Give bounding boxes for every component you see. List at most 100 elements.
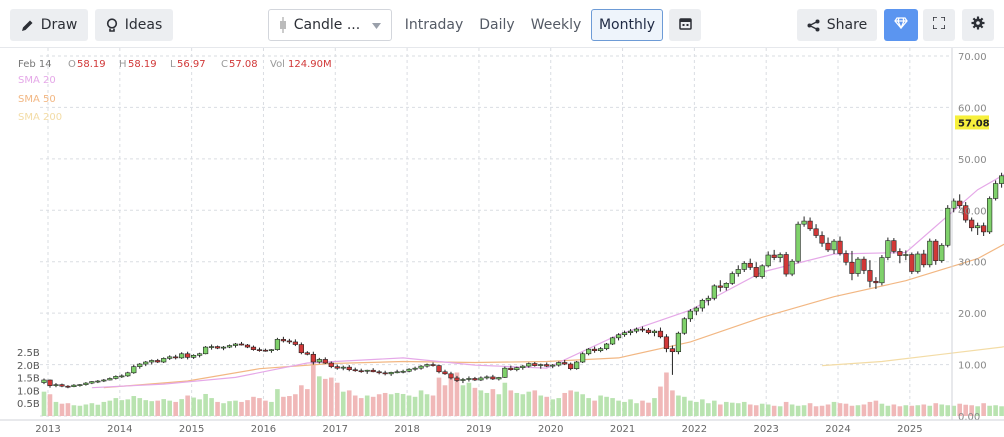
share-button[interactable]: Share bbox=[797, 9, 877, 41]
candle-up bbox=[651, 330, 658, 333]
candle-down bbox=[256, 349, 263, 351]
volume-bar bbox=[670, 390, 675, 416]
volume-bar bbox=[664, 372, 669, 416]
volume-bar bbox=[269, 401, 274, 416]
volume-bar bbox=[131, 396, 137, 416]
candle-up bbox=[502, 367, 508, 378]
candle-down bbox=[909, 254, 915, 272]
candle-up bbox=[496, 377, 502, 380]
volume-bar bbox=[47, 394, 53, 416]
volume-bar bbox=[317, 376, 322, 416]
price-chart[interactable]: 70.00 60.00 50.00 40.00 30.00 20.00 10.00 0.00 2… bbox=[0, 48, 1004, 435]
candle-up bbox=[993, 183, 999, 199]
volume-bar bbox=[933, 403, 939, 416]
volume-bar bbox=[550, 399, 556, 416]
candle-up bbox=[83, 382, 89, 385]
chart-type-dropdown[interactable]: Candle ... bbox=[268, 9, 392, 41]
range-daily[interactable]: Daily bbox=[474, 9, 520, 41]
candle-down bbox=[436, 365, 442, 373]
volume-bar bbox=[556, 398, 562, 416]
candle-up bbox=[514, 367, 520, 371]
draw-button-label: Draw bbox=[40, 17, 78, 33]
calendar-button[interactable] bbox=[669, 9, 701, 41]
candle-down bbox=[771, 254, 777, 258]
candle-up bbox=[520, 365, 526, 368]
volume-bar bbox=[855, 405, 861, 416]
ohlc-close: 57.08 bbox=[229, 59, 258, 70]
y-axis-tick-label: 30.00 bbox=[958, 258, 987, 269]
candle-down bbox=[783, 254, 789, 275]
candle-up bbox=[412, 367, 418, 370]
candle-down bbox=[65, 385, 71, 388]
range-intraday[interactable]: Intraday bbox=[398, 9, 470, 41]
candle-up bbox=[998, 175, 1004, 184]
volume-bar bbox=[400, 393, 406, 416]
volume-bar bbox=[867, 401, 873, 416]
volume-bar bbox=[610, 398, 615, 416]
volume-axis-label: 2.0B bbox=[17, 361, 40, 372]
chart-toolbar: Draw Ideas Candle ... Intraday Daily Wee… bbox=[0, 0, 1004, 48]
volume-bar bbox=[676, 395, 681, 416]
premium-button[interactable] bbox=[884, 9, 918, 41]
candle-up bbox=[831, 240, 837, 251]
candle-down bbox=[508, 367, 514, 371]
axes: 70.00 60.00 50.00 40.00 30.00 20.00 10.00 0.00 2… bbox=[0, 48, 1004, 435]
candle-up bbox=[226, 345, 233, 348]
candle-down bbox=[921, 253, 927, 266]
last-price-label: 57.08 bbox=[958, 118, 990, 129]
volume-bar bbox=[682, 396, 687, 416]
candle-up bbox=[125, 372, 131, 377]
volume-bar bbox=[322, 378, 328, 416]
settings-button[interactable] bbox=[962, 9, 994, 41]
volume-bar bbox=[849, 405, 855, 416]
y-axis-tick-label: 0.00 bbox=[958, 412, 980, 423]
volume-bar bbox=[843, 403, 849, 416]
volume-bar bbox=[311, 357, 316, 416]
range-weekly[interactable]: Weekly bbox=[525, 9, 587, 41]
grid-lines bbox=[40, 48, 952, 420]
legend-sma20[interactable]: SMA 20 bbox=[18, 75, 56, 86]
candle-up bbox=[340, 366, 346, 369]
candle-up bbox=[627, 330, 634, 333]
volume-bar bbox=[538, 395, 544, 416]
candle-up bbox=[951, 200, 957, 209]
legend-sma200[interactable]: SMA 200 bbox=[18, 112, 62, 123]
candle-up bbox=[615, 334, 622, 339]
candle-up bbox=[89, 381, 95, 384]
volume-bar bbox=[747, 404, 753, 416]
volume-bar bbox=[646, 402, 651, 416]
volume-bar bbox=[813, 406, 819, 416]
fullscreen-button[interactable] bbox=[923, 9, 955, 41]
candle-down bbox=[376, 371, 382, 374]
candle-up bbox=[741, 262, 747, 270]
candle-down bbox=[819, 235, 825, 244]
candle-down bbox=[867, 270, 873, 282]
candle-down bbox=[957, 200, 963, 206]
volume-bar bbox=[688, 400, 693, 416]
volume-bar bbox=[927, 405, 933, 416]
candle-down bbox=[358, 370, 364, 373]
candle-up bbox=[41, 379, 47, 383]
volume-axis-label: 0.5B bbox=[17, 399, 40, 410]
calendar-icon bbox=[678, 17, 692, 34]
candle-down bbox=[747, 262, 753, 268]
volume-bar bbox=[376, 394, 382, 416]
legend-sma50[interactable]: SMA 50 bbox=[18, 94, 56, 105]
candle-down bbox=[298, 344, 304, 354]
volume-bar bbox=[909, 405, 915, 416]
chart-canvas[interactable]: 70.00 60.00 50.00 40.00 30.00 20.00 10.00 0.00 2… bbox=[0, 48, 1004, 435]
range-monthly[interactable]: Monthly bbox=[591, 9, 663, 41]
draw-button[interactable]: Draw bbox=[10, 9, 88, 41]
candle-up bbox=[418, 365, 424, 369]
volume-bar bbox=[783, 401, 789, 416]
chart-type-label: Candle ... bbox=[293, 17, 361, 33]
candle-down bbox=[645, 329, 652, 333]
volume-bar bbox=[718, 404, 723, 416]
candle-down bbox=[592, 348, 598, 351]
ohlc-header: Feb 14 O 58.19 H 58.19 L 56.97 C 57.08 V… bbox=[18, 59, 332, 70]
ideas-button[interactable]: Ideas bbox=[95, 9, 173, 41]
candle-down bbox=[837, 240, 843, 254]
volume-bar bbox=[921, 404, 927, 416]
volume-bar bbox=[77, 405, 83, 416]
pencil-icon bbox=[21, 19, 34, 32]
